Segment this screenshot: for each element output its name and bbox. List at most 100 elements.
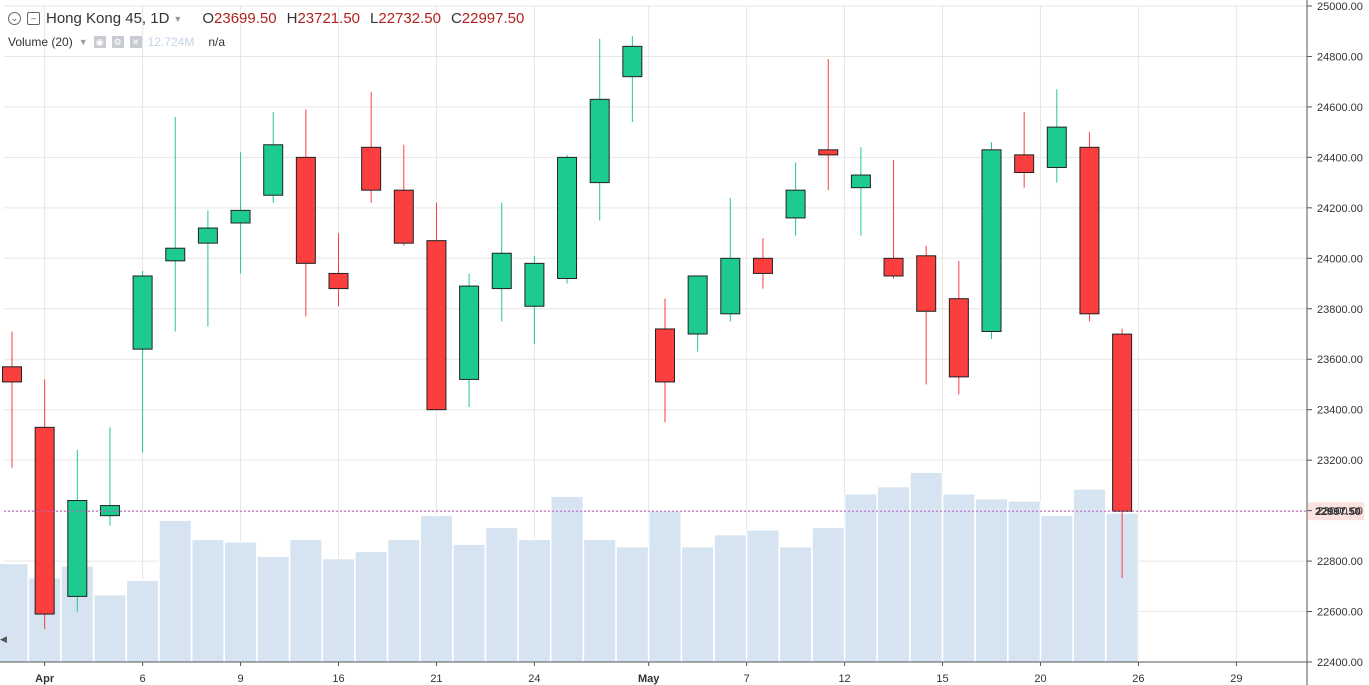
x-tick-label: May [638,673,660,685]
volume-bar [517,539,551,663]
candle-body [393,189,414,244]
volume-bar [322,558,355,663]
y-tick-label: 24400.00 [1317,152,1363,164]
y-tick-label: 22600.00 [1317,607,1363,619]
volume-bar [648,510,682,663]
candle-body [459,285,480,380]
candle-body [197,227,218,244]
candle-body [1079,146,1100,315]
y-tick-label: 22800.00 [1317,556,1363,568]
high-label: H [286,10,298,27]
volume-bar [419,515,453,663]
volume-bar [713,534,747,663]
gear-icon[interactable]: ⚙ [111,36,124,48]
candle-body [557,156,578,279]
low-label: L [370,10,379,27]
volume-bar [289,539,323,663]
open-label: O [202,10,215,27]
volume-bar [191,539,225,663]
collapse-chevron-icon[interactable]: ⌄ [8,12,21,25]
candle-body [948,298,969,378]
high-value: 23721.50 [297,10,361,27]
candle-body [916,255,937,312]
candle-body [328,272,349,290]
volume-bar [1007,500,1041,663]
candle-body [981,149,1002,332]
volume-value: 12.724M [147,35,195,49]
volume-bar [583,539,617,663]
scroll-left-arrow-icon[interactable]: ◀ [0,634,7,644]
candle-body [165,247,186,262]
chevron-down-icon[interactable]: ▼ [173,13,183,24]
candle-body [1046,126,1067,168]
volume-bar [158,519,192,663]
y-tick-label: 23800.00 [1317,304,1363,316]
volume-bar [93,594,127,663]
x-tick-label: 6 [140,673,146,685]
x-tick-label: 21 [430,673,442,685]
y-tick-label: 23600.00 [1317,354,1363,366]
volume-bar [811,527,845,663]
candle-body [883,257,904,277]
candle-body [785,189,806,219]
volume-legend: Volume (20) ▼ ◉ ⚙ ✕ 12.724M n/a [8,35,225,49]
volume-label[interactable]: Volume (20) [8,35,73,49]
y-tick-label: 25000.00 [1317,1,1363,13]
volume-chevron-down-icon[interactable]: ▼ [78,37,88,47]
volume-bar [1072,488,1106,663]
candle-body [230,209,251,224]
y-tick-label: 24800.00 [1317,51,1363,63]
candle-body [1112,333,1133,512]
candle-body [752,257,773,274]
candle-body [491,252,512,290]
volume-bar [126,579,160,663]
volume-bar [485,527,519,663]
volume-bar [387,539,421,663]
y-tick-label: 23400.00 [1317,405,1363,417]
ohlc-readout: O23699.50 H23721.50 L22732.50 C22997.50 [202,10,524,27]
volume-bar [452,543,486,663]
minimize-icon[interactable]: – [27,12,40,25]
last-price-line: 22997.50 [4,502,1364,521]
close-icon[interactable]: ✕ [129,36,142,48]
volume-bar [256,555,290,663]
eye-icon[interactable]: ◉ [93,36,106,48]
candle-body [655,328,675,383]
candle-body [589,98,610,184]
candle-body [850,174,871,189]
last-price-label: 22997.50 [1315,506,1361,518]
symbol-title[interactable]: Hong Kong 45, 1D [46,10,170,27]
candle-body [2,366,22,383]
candle-body [687,275,708,335]
y-tick-label: 23200.00 [1317,455,1363,467]
candles [2,36,1133,630]
volume-bar [354,551,388,663]
x-tick-label: 29 [1230,673,1242,685]
volume-bar [681,546,715,663]
low-value: 22732.50 [378,10,441,27]
y-tick-label: 23000.00 [1317,506,1363,518]
candle-body [720,257,741,315]
candle-body [426,240,447,411]
candle-body [132,275,153,350]
x-tick-label: 15 [936,673,948,685]
volume-bar [942,493,976,663]
x-tick-label: Apr [35,673,55,685]
candle-body [67,500,88,597]
open-value: 23699.50 [214,10,277,27]
volume-bar [615,546,649,663]
volume-bar [877,486,911,663]
volume-ma-value: n/a [208,35,226,49]
volume-bar [975,498,1008,663]
volume-bar [550,495,584,663]
y-tick-label: 22400.00 [1317,657,1363,669]
volume-bar [779,546,813,663]
last-price-badge [1308,502,1364,521]
y-tick-label: 24600.00 [1317,102,1363,114]
candle-body [818,149,839,156]
volume-bar [909,471,943,663]
volume-bar [224,541,258,663]
volume-bar [0,563,29,663]
